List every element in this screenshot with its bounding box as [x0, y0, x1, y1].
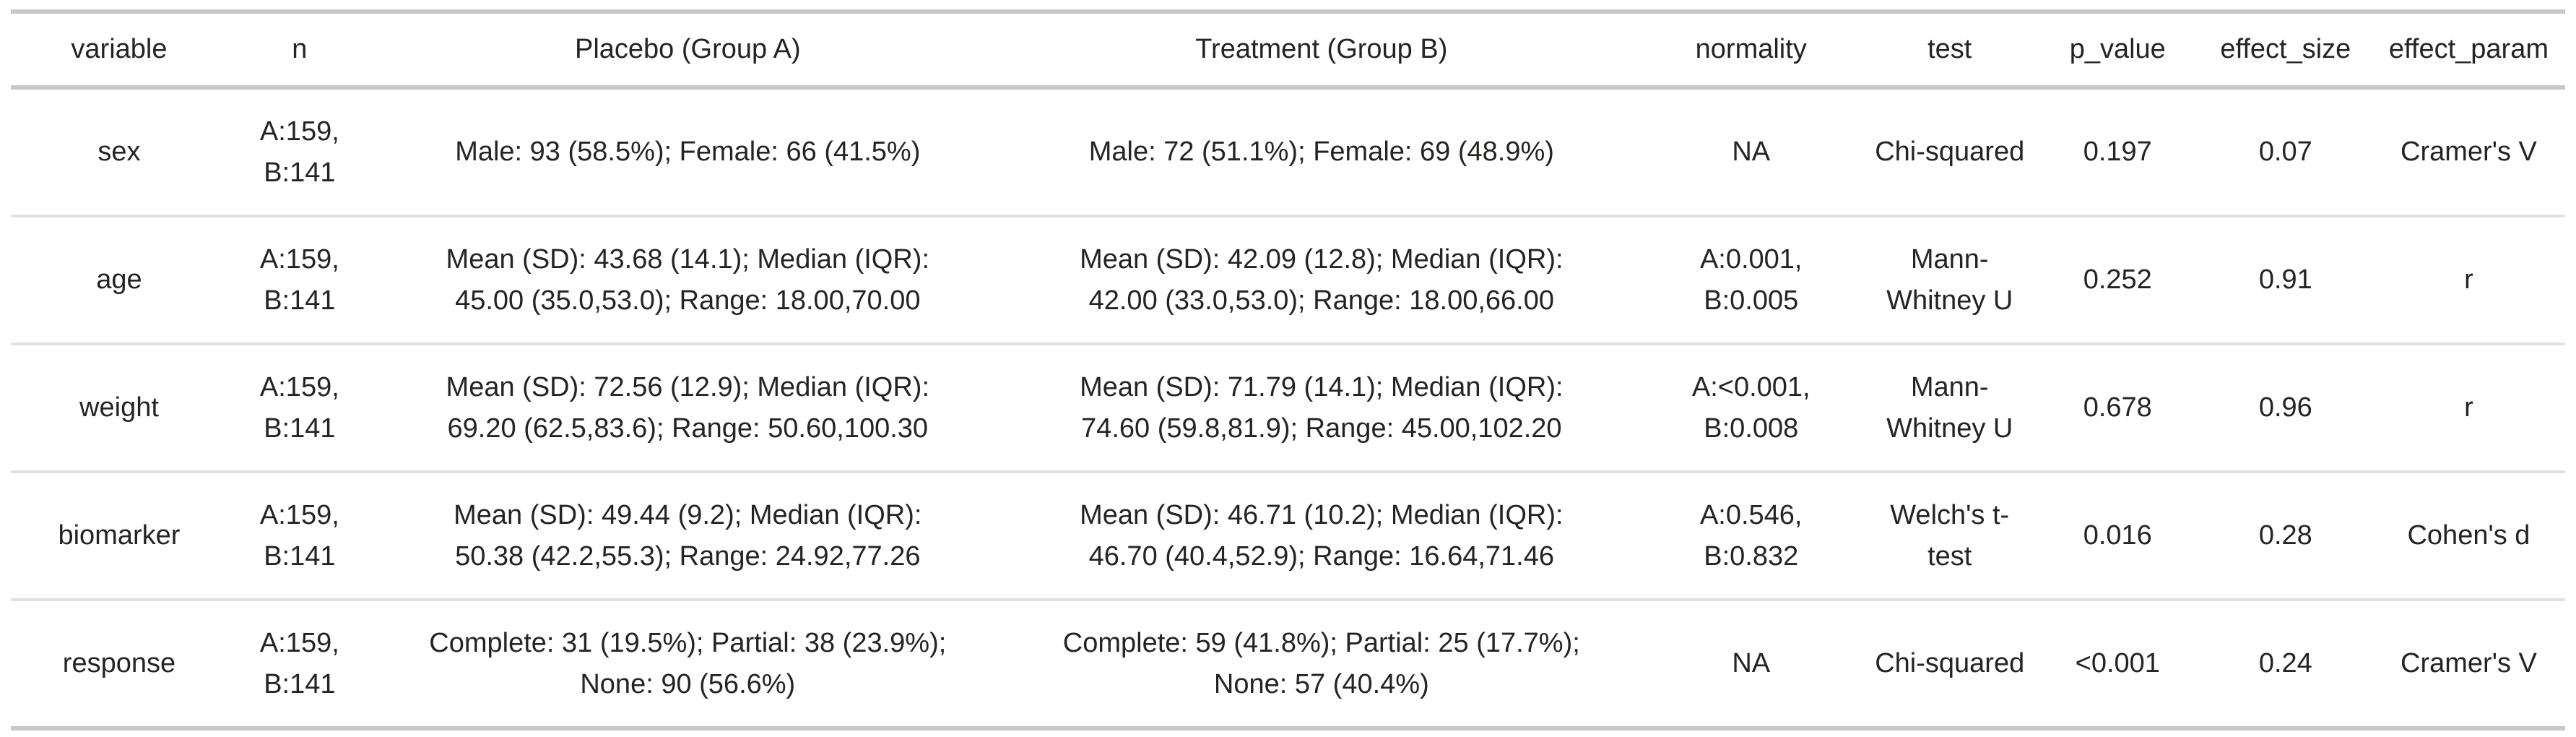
cell-n: A:159, B:141 [259, 116, 339, 188]
cell-treatment: Mean (SD): 42.09 (12.8); Median (IQR): 4… [1080, 243, 1564, 316]
cell-p-value: <0.001 [2075, 648, 2160, 678]
cell-n: A:159, B:141 [259, 243, 339, 316]
header-n[interactable]: n [292, 34, 308, 64]
cell-placebo: Mean (SD): 43.68 (14.1); Median (IQR): 4… [446, 243, 930, 316]
cell-treatment: Mean (SD): 71.79 (14.1); Median (IQR): 7… [1080, 371, 1564, 444]
header-variable[interactable]: variable [71, 34, 168, 64]
cell-test: Mann- Whitney U [1886, 243, 2013, 316]
cell-variable: weight [79, 392, 159, 423]
header-effect-param[interactable]: effect_param [2388, 34, 2549, 64]
cell-variable: sex [97, 137, 141, 167]
cell-effect-param: r [2464, 264, 2473, 295]
cell-normality: A:<0.001, B:0.008 [1691, 371, 1810, 444]
header-p-value[interactable]: p_value [2069, 34, 2166, 64]
cell-effect-size: 0.07 [2258, 137, 2312, 167]
cell-placebo: Mean (SD): 72.56 (12.9); Median (IQR): 6… [446, 371, 930, 444]
cell-treatment: Male: 72 (51.1%); Female: 69 (48.9%) [1088, 137, 1554, 167]
cell-treatment: Mean (SD): 46.71 (10.2); Median (IQR): 4… [1080, 499, 1564, 572]
cell-test: Mann- Whitney U [1886, 371, 2013, 444]
cell-normality: NA [1732, 648, 1771, 678]
cell-placebo: Mean (SD): 49.44 (9.2); Median (IQR): 50… [454, 499, 922, 572]
cell-n: A:159, B:141 [259, 627, 339, 699]
table-row-biomarker: biomarker A:159, B:141 Mean (SD): 49.44 … [11, 472, 2565, 600]
cell-n: A:159, B:141 [259, 371, 339, 444]
header-normality[interactable]: normality [1695, 34, 1807, 64]
cell-effect-size: 0.96 [2258, 392, 2312, 423]
header-treatment[interactable]: Treatment (Group B) [1195, 34, 1448, 64]
header-effect-size[interactable]: effect_size [2220, 34, 2351, 64]
table-row-response: response A:159, B:141 Complete: 31 (19.5… [11, 600, 2565, 728]
cell-effect-size: 0.28 [2258, 520, 2312, 551]
cell-variable: response [62, 648, 176, 678]
cell-variable: biomarker [58, 520, 181, 551]
cell-test: Chi-squared [1875, 648, 2025, 678]
cell-treatment: Complete: 59 (41.8%); Partial: 25 (17.7%… [1062, 627, 1580, 699]
header-test[interactable]: test [1927, 34, 1972, 64]
header-placebo[interactable]: Placebo (Group A) [574, 34, 801, 64]
cell-p-value: 0.678 [2083, 392, 2152, 423]
cell-effect-param: Cramer's V [2401, 648, 2537, 678]
cell-effect-size: 0.91 [2258, 264, 2312, 295]
cell-placebo: Male: 93 (58.5%); Female: 66 (41.5%) [455, 137, 921, 167]
statistical-summary-table: variable n Placebo (Group A) Treatment (… [11, 9, 2565, 730]
cell-effect-size: 0.24 [2258, 648, 2312, 678]
table-header-row: variable n Placebo (Group A) Treatment (… [11, 12, 2565, 87]
cell-normality: A:0.546, B:0.832 [1699, 499, 1803, 572]
cell-p-value: 0.016 [2083, 520, 2152, 551]
cell-test: Welch's t- test [1890, 499, 2010, 572]
table-row-age: age A:159, B:141 Mean (SD): 43.68 (14.1)… [11, 216, 2565, 344]
table-row-weight: weight A:159, B:141 Mean (SD): 72.56 (12… [11, 344, 2565, 472]
cell-p-value: 0.252 [2083, 264, 2152, 295]
cell-n: A:159, B:141 [259, 499, 339, 572]
cell-normality: NA [1732, 137, 1771, 167]
cell-normality: A:0.001, B:0.005 [1699, 243, 1803, 316]
cell-effect-param: Cohen's d [2407, 520, 2531, 551]
cell-placebo: Complete: 31 (19.5%); Partial: 38 (23.9%… [429, 627, 947, 699]
table-row-sex: sex A:159, B:141 Male: 93 (58.5%); Femal… [11, 87, 2565, 216]
cell-test: Chi-squared [1875, 137, 2025, 167]
cell-variable: age [96, 264, 142, 295]
cell-effect-param: Cramer's V [2401, 137, 2537, 167]
cell-effect-param: r [2464, 392, 2473, 423]
cell-p-value: 0.197 [2083, 137, 2152, 167]
